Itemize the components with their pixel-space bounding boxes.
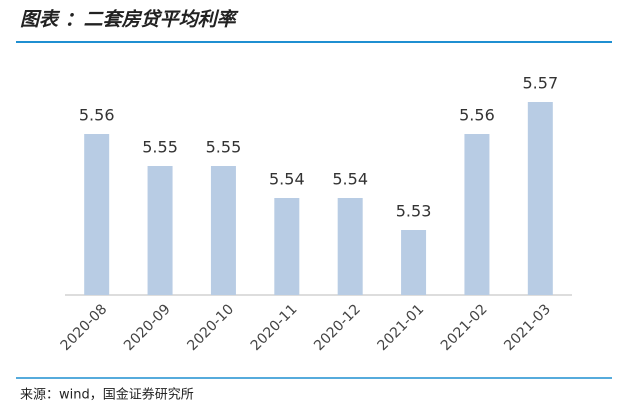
value-label: 5.56 xyxy=(79,106,115,125)
bar xyxy=(147,166,173,295)
x-tick-label: 2020-09 xyxy=(121,301,174,354)
x-tick-label: 2020-11 xyxy=(248,301,301,354)
value-label: 5.55 xyxy=(206,138,242,157)
value-label: 5.56 xyxy=(459,106,495,125)
bar xyxy=(210,166,236,295)
x-tick-label: 2020-12 xyxy=(311,301,364,354)
value-label: 5.55 xyxy=(142,138,178,157)
chart-title: 图表 ：二套房贷平均利率 xyxy=(20,9,239,31)
x-tick-label: 2021-01 xyxy=(375,301,428,354)
source-note: 来源：wind，国金证券研究所 xyxy=(20,387,194,403)
bar xyxy=(464,134,490,295)
x-tick-label: 2020-10 xyxy=(184,301,237,354)
value-label: 5.53 xyxy=(396,202,432,221)
x-tick-label: 2021-03 xyxy=(501,301,554,354)
bar xyxy=(337,198,363,295)
value-label: 5.54 xyxy=(332,170,368,189)
bar xyxy=(84,134,110,295)
bar xyxy=(527,102,553,295)
bar xyxy=(274,198,300,295)
value-label: 5.54 xyxy=(269,170,305,189)
x-tick-label: 2021-02 xyxy=(438,301,491,354)
value-label: 5.57 xyxy=(523,74,559,93)
x-tick-label: 2020-08 xyxy=(58,301,111,354)
bar xyxy=(401,230,427,295)
